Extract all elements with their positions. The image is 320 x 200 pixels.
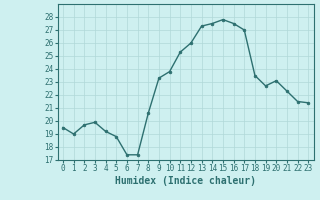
X-axis label: Humidex (Indice chaleur): Humidex (Indice chaleur) xyxy=(115,176,256,186)
